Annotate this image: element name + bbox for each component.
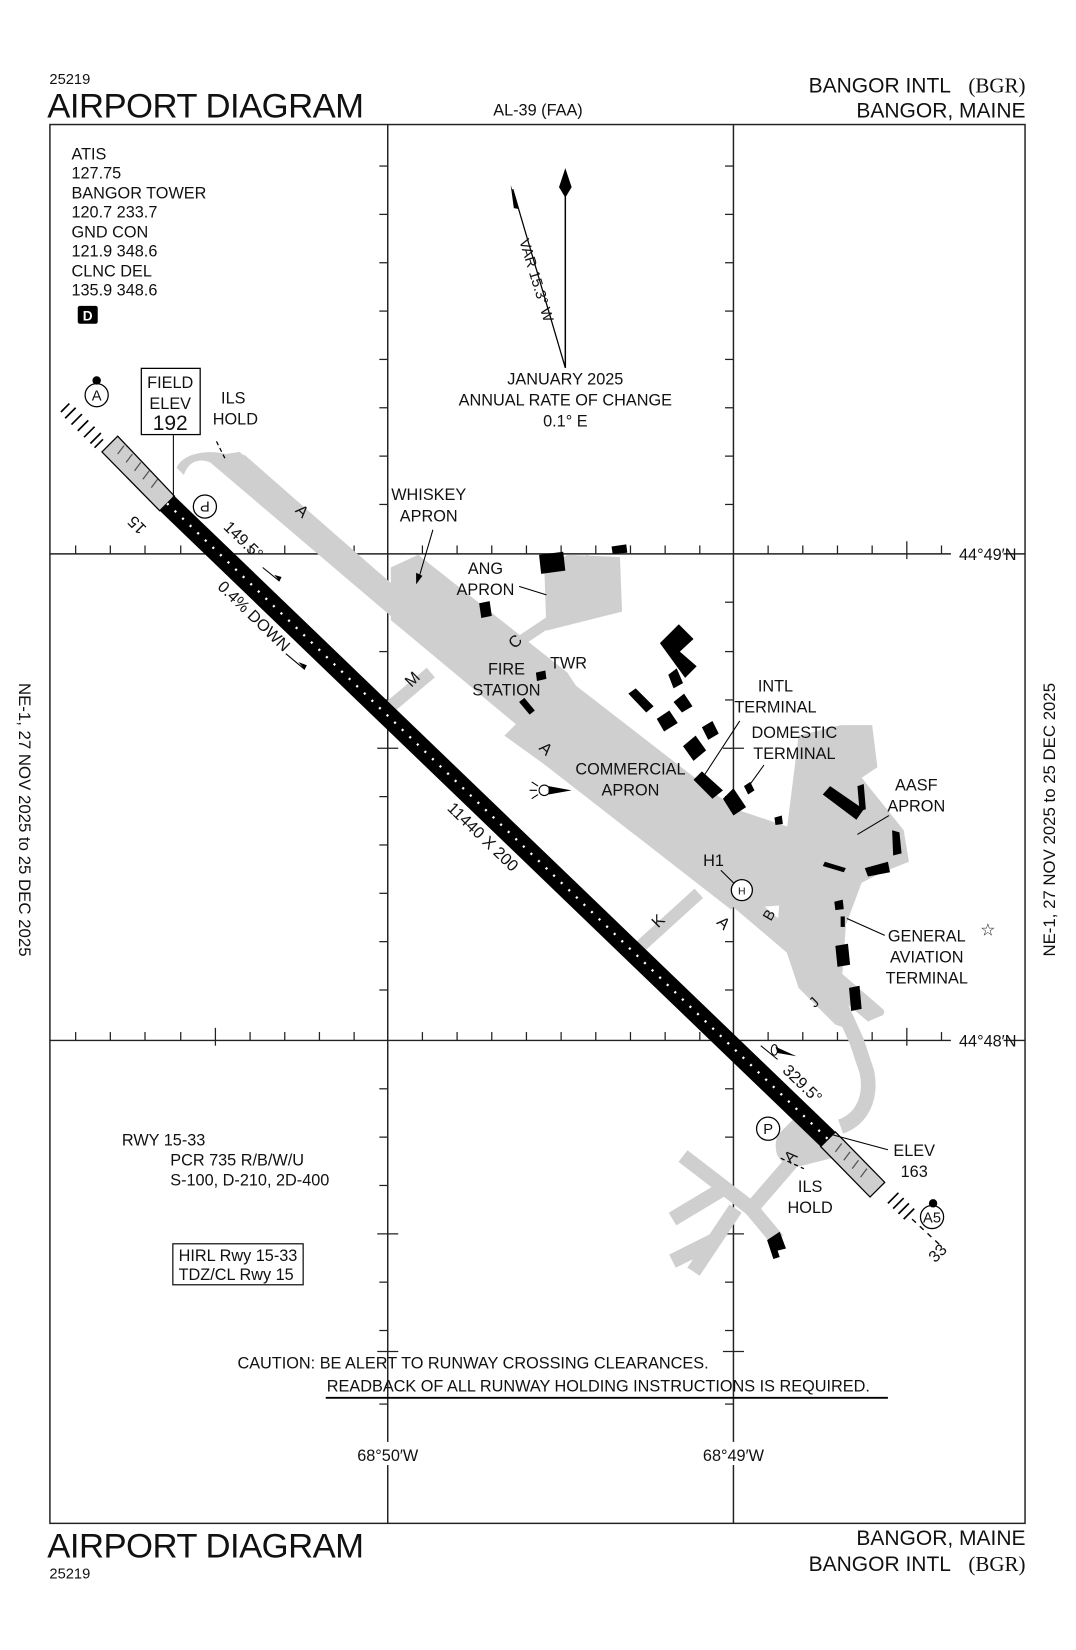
svg-text:BANGOR TOWER: BANGOR TOWER — [71, 185, 206, 203]
svg-text:P: P — [200, 497, 210, 513]
runway-weights: S-100, D-210, 2D-400 — [170, 1171, 329, 1189]
hotspot-a5[interactable]: A5 — [919, 1199, 945, 1230]
airport-name-top: BANGOR INTL — [809, 74, 951, 97]
variation-rate-value: 0.1° E — [543, 413, 588, 431]
procedure-id: AL-39 (FAA) — [493, 102, 582, 120]
svg-text:135.9 348.6: 135.9 348.6 — [71, 281, 157, 299]
ils-hold-north-1: ILS — [221, 390, 246, 408]
airport-id-bottom: (BGR) — [968, 1552, 1025, 1576]
lighting-line-1: HIRL Rwy 15-33 — [179, 1247, 298, 1265]
lighting-line-2: TDZ/CL Rwy 15 — [179, 1266, 294, 1284]
svg-text:120.7 233.7: 120.7 233.7 — [71, 204, 157, 222]
airport-name-bottom: BANGOR INTL — [809, 1553, 951, 1576]
helipad-h1: H — [730, 879, 753, 902]
svg-text:A5: A5 — [923, 1210, 941, 1226]
taxiway-pavement — [176, 451, 909, 1276]
svg-text:192: 192 — [153, 412, 188, 435]
ils-hold-south-1: ILS — [798, 1178, 823, 1196]
svg-text:127.75: 127.75 — [71, 165, 121, 183]
svg-text:H: H — [738, 885, 746, 897]
variation-label: VAR 15.3° W — [515, 237, 555, 324]
svg-text:ELEV: ELEV — [149, 395, 191, 413]
ang-apron-label-1: ANG — [468, 560, 503, 578]
beacon-star-icon: ☆ — [980, 920, 995, 939]
variation-rate-label: ANNUAL RATE OF CHANGE — [459, 392, 672, 410]
parking-north: P — [192, 494, 218, 519]
elev-south-label: ELEV — [893, 1142, 935, 1160]
aasf-apron-label-1: AASF — [895, 776, 938, 794]
lighting-box — [172, 1243, 304, 1286]
chart-number-top: 25219 — [49, 72, 90, 88]
datalink-badge — [77, 305, 98, 324]
buildings — [479, 544, 902, 1260]
location-top: BANGOR, MAINE — [856, 100, 1025, 123]
svg-text:GND CON: GND CON — [71, 224, 148, 242]
domestic-terminal-label-2: TERMINAL — [753, 745, 835, 763]
effective-dates-right: NE-1, 27 NOV 2025 to 25 DEC 2025 — [1040, 683, 1059, 957]
ang-apron-label-2: APRON — [457, 581, 515, 599]
lon-label-west: 68°50′W — [357, 1447, 419, 1465]
svg-text:CLNC DEL: CLNC DEL — [71, 262, 151, 280]
caution-line-2: READBACK OF ALL RUNWAY HOLDING INSTRUCTI… — [327, 1377, 870, 1395]
intl-terminal-label-2: TERMINAL — [734, 699, 816, 717]
chart-number-bottom: 25219 — [49, 1567, 90, 1583]
svg-text:FIELD: FIELD — [147, 374, 193, 392]
ils-hold-south-2: HOLD — [788, 1199, 833, 1217]
diagram-frame — [49, 123, 1026, 1525]
frequency-list: ATIS 127.75 BANGOR TOWER 120.7 233.7 GND… — [71, 146, 206, 300]
wind-cone-icon — [529, 781, 572, 800]
whiskey-apron-label-1: WHISKEY — [391, 486, 466, 504]
whiskey-apron-label-2: APRON — [400, 507, 458, 525]
variation-date: JANUARY 2025 — [507, 371, 623, 389]
page-title: AIRPORT DIAGRAM — [47, 88, 363, 126]
runway-15-33 — [60, 402, 941, 1246]
taxiway-a-south: A — [713, 913, 733, 934]
commercial-apron-label-1: COMMERCIAL — [575, 761, 685, 779]
location-bottom: BANGOR, MAINE — [856, 1527, 1025, 1550]
airport-id-top: (BGR) — [968, 73, 1025, 97]
footer-title: AIRPORT DIAGRAM — [47, 1528, 363, 1566]
parking-south: P — [755, 1116, 781, 1141]
runway-pcr: PCR 735 R/B/W/U — [170, 1152, 304, 1170]
effective-dates-left: NE-1, 27 NOV 2025 to 25 DEC 2025 — [15, 683, 34, 957]
lon-label-east: 68°49′W — [703, 1447, 765, 1465]
svg-text:121.9 348.6: 121.9 348.6 — [71, 242, 157, 260]
tower-label: TWR — [550, 654, 587, 672]
svg-text:D: D — [83, 309, 93, 324]
helipad-label: H1 — [703, 852, 724, 870]
wind-cone-icon — [770, 1044, 797, 1057]
lat-label-north: 44°49′N — [959, 546, 1016, 564]
svg-text:ATIS: ATIS — [71, 146, 106, 164]
runway-end-15: 15 — [125, 512, 151, 538]
elev-south-value: 163 — [901, 1163, 928, 1181]
commercial-apron-label-2: APRON — [602, 782, 660, 800]
domestic-terminal-label-1: DOMESTIC — [751, 724, 837, 742]
fire-station-label-2: STATION — [472, 682, 540, 700]
north-arrow — [510, 168, 572, 369]
lat-label-south: 44°48′N — [959, 1033, 1016, 1051]
intl-terminal-label-1: INTL — [758, 678, 793, 696]
aasf-apron-label-2: APRON — [887, 797, 945, 815]
svg-text:A: A — [92, 388, 102, 404]
runway-end-33: 33 — [925, 1241, 951, 1267]
hotspot-a[interactable]: A — [84, 376, 109, 408]
fire-station-label-1: FIRE — [488, 661, 525, 679]
ils-hold-north-2: HOLD — [213, 411, 258, 429]
ga-terminal-label-1: GENERAL — [888, 928, 966, 946]
svg-text:P: P — [763, 1122, 773, 1138]
lat-ticks — [75, 541, 943, 1046]
runway-designation: RWY 15-33 — [122, 1132, 205, 1150]
caution-line-1: CAUTION: BE ALERT TO RUNWAY CROSSING CLE… — [237, 1354, 708, 1372]
ga-terminal-label-2: AVIATION — [890, 949, 964, 967]
ga-terminal-label-3: TERMINAL — [886, 970, 968, 988]
field-elevation-box — [140, 367, 201, 436]
